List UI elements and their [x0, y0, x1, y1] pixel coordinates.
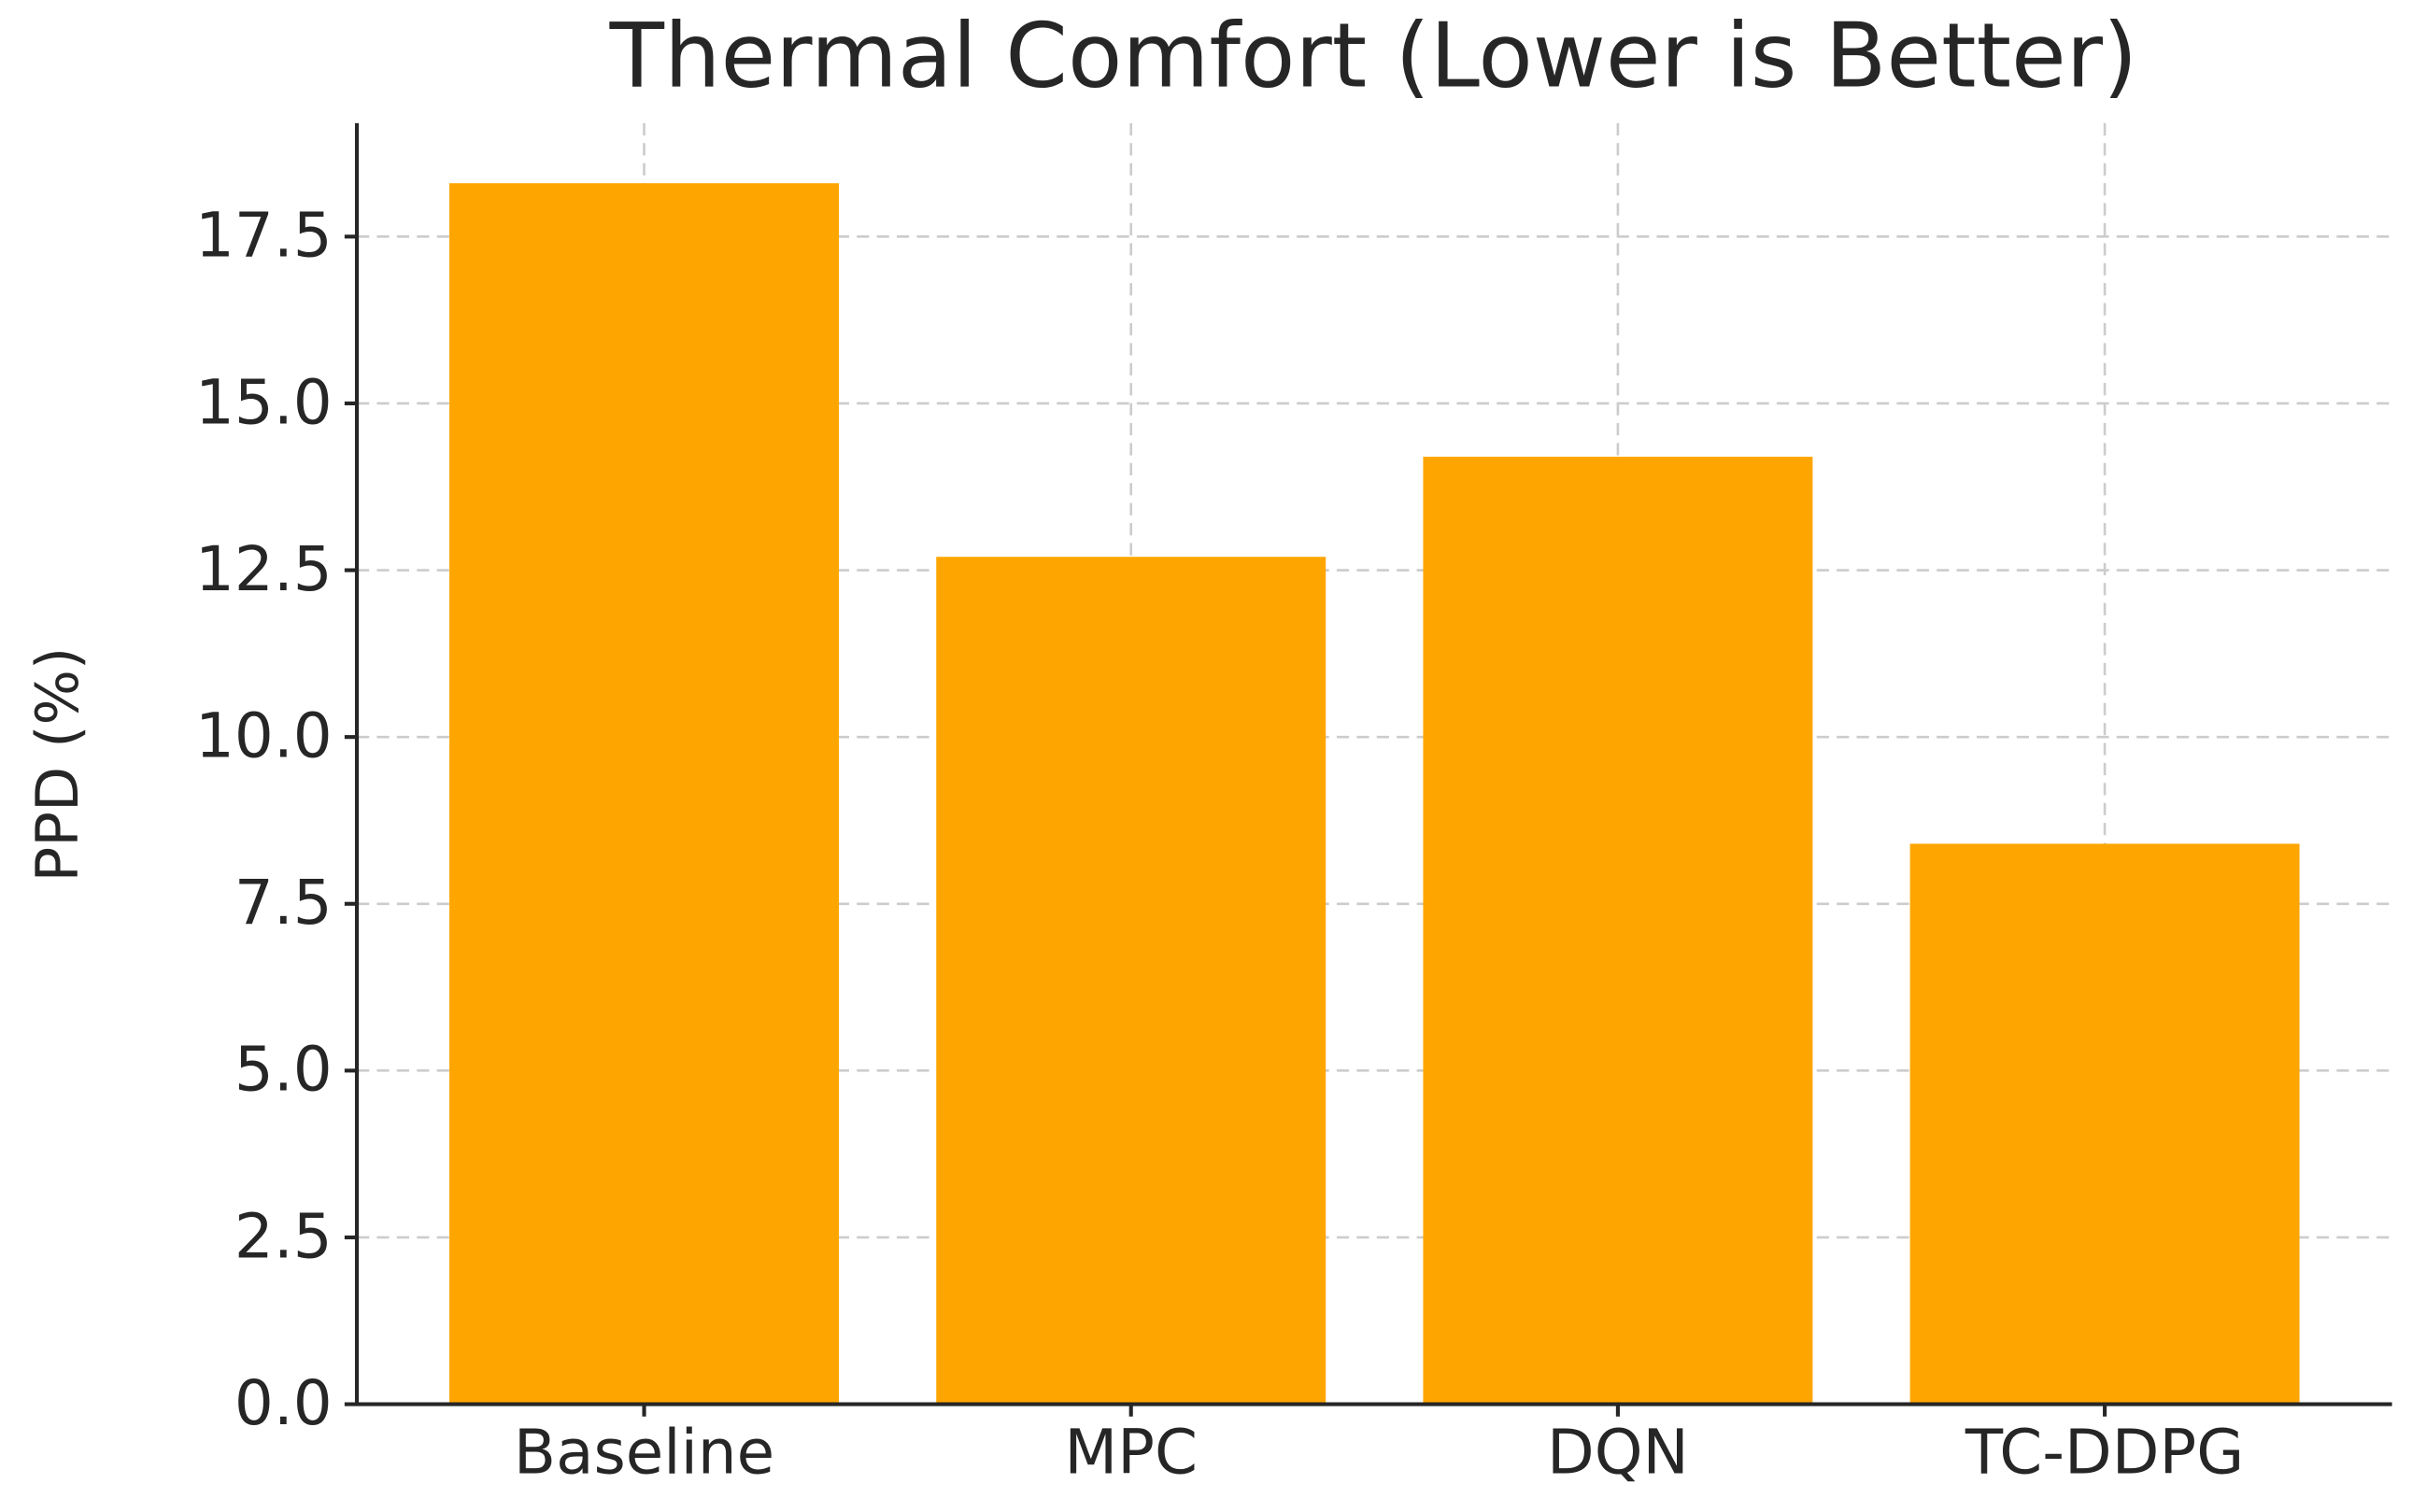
y-axis-label: PPD (%): [23, 647, 92, 883]
y-tick-label: 10.0: [195, 700, 333, 772]
x-tick-label: MPC: [1064, 1417, 1198, 1489]
y-tick-label: 5.0: [234, 1034, 333, 1106]
bar: [449, 183, 840, 1405]
bar: [936, 557, 1327, 1405]
y-tick-label: 12.5: [195, 533, 333, 605]
y-tick-label: 17.5: [195, 200, 333, 272]
x-tick-label: DQN: [1547, 1417, 1689, 1489]
y-tick-label: 15.0: [195, 366, 333, 438]
x-tick-label: Baseline: [514, 1417, 774, 1489]
bar: [1909, 843, 2300, 1405]
y-tick-label: 0.0: [234, 1367, 333, 1439]
y-tick-label: 7.5: [234, 867, 333, 939]
bar: [1423, 457, 1813, 1405]
x-tick-label: TC-DDPG: [1965, 1417, 2244, 1489]
y-tick-label: 2.5: [234, 1200, 333, 1272]
chart-title: Thermal Comfort (Lower is Better): [609, 3, 2138, 107]
